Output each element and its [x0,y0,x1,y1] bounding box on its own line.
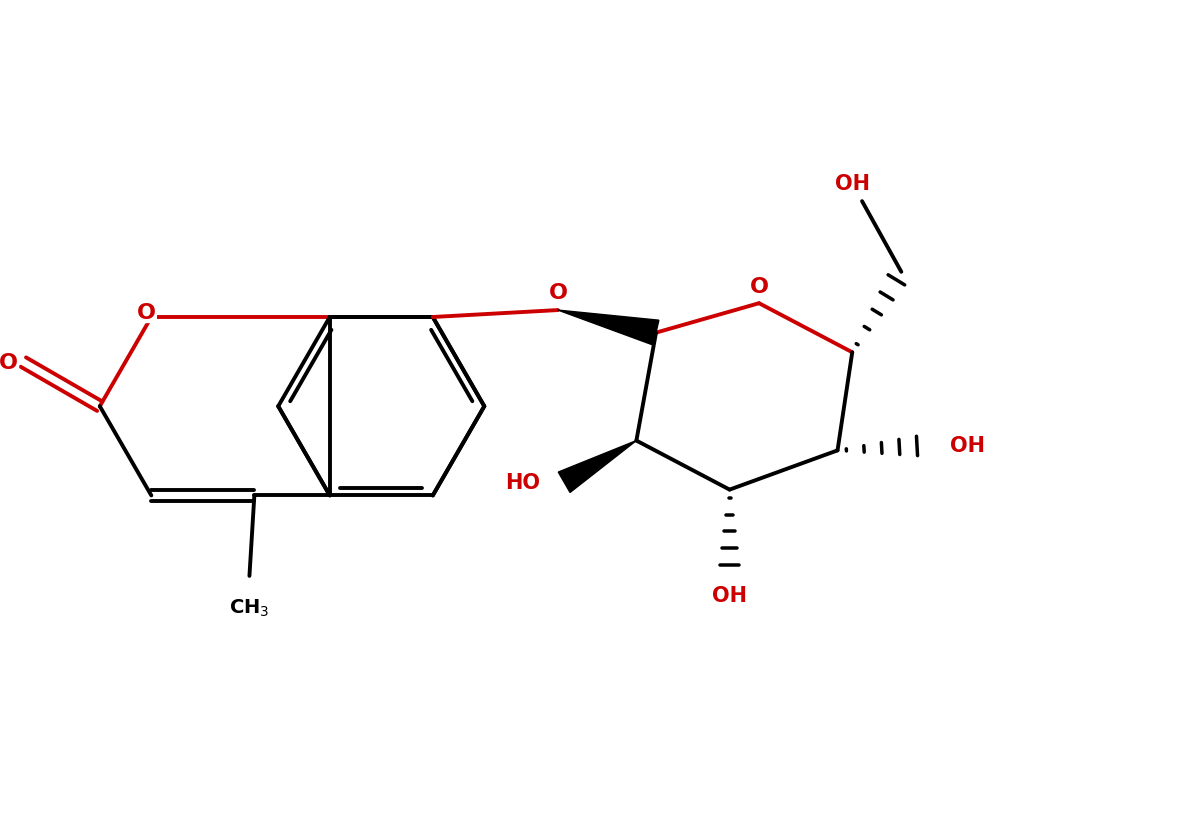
Text: CH$_3$: CH$_3$ [229,597,269,618]
Text: O: O [0,353,18,373]
Polygon shape [559,441,636,493]
Text: O: O [749,276,768,296]
Text: OH: OH [712,585,747,605]
Text: O: O [137,303,156,323]
Text: OH: OH [950,436,985,456]
Text: HO: HO [505,472,540,492]
Text: O: O [548,283,567,303]
Text: OH: OH [835,174,869,194]
Polygon shape [557,311,659,345]
